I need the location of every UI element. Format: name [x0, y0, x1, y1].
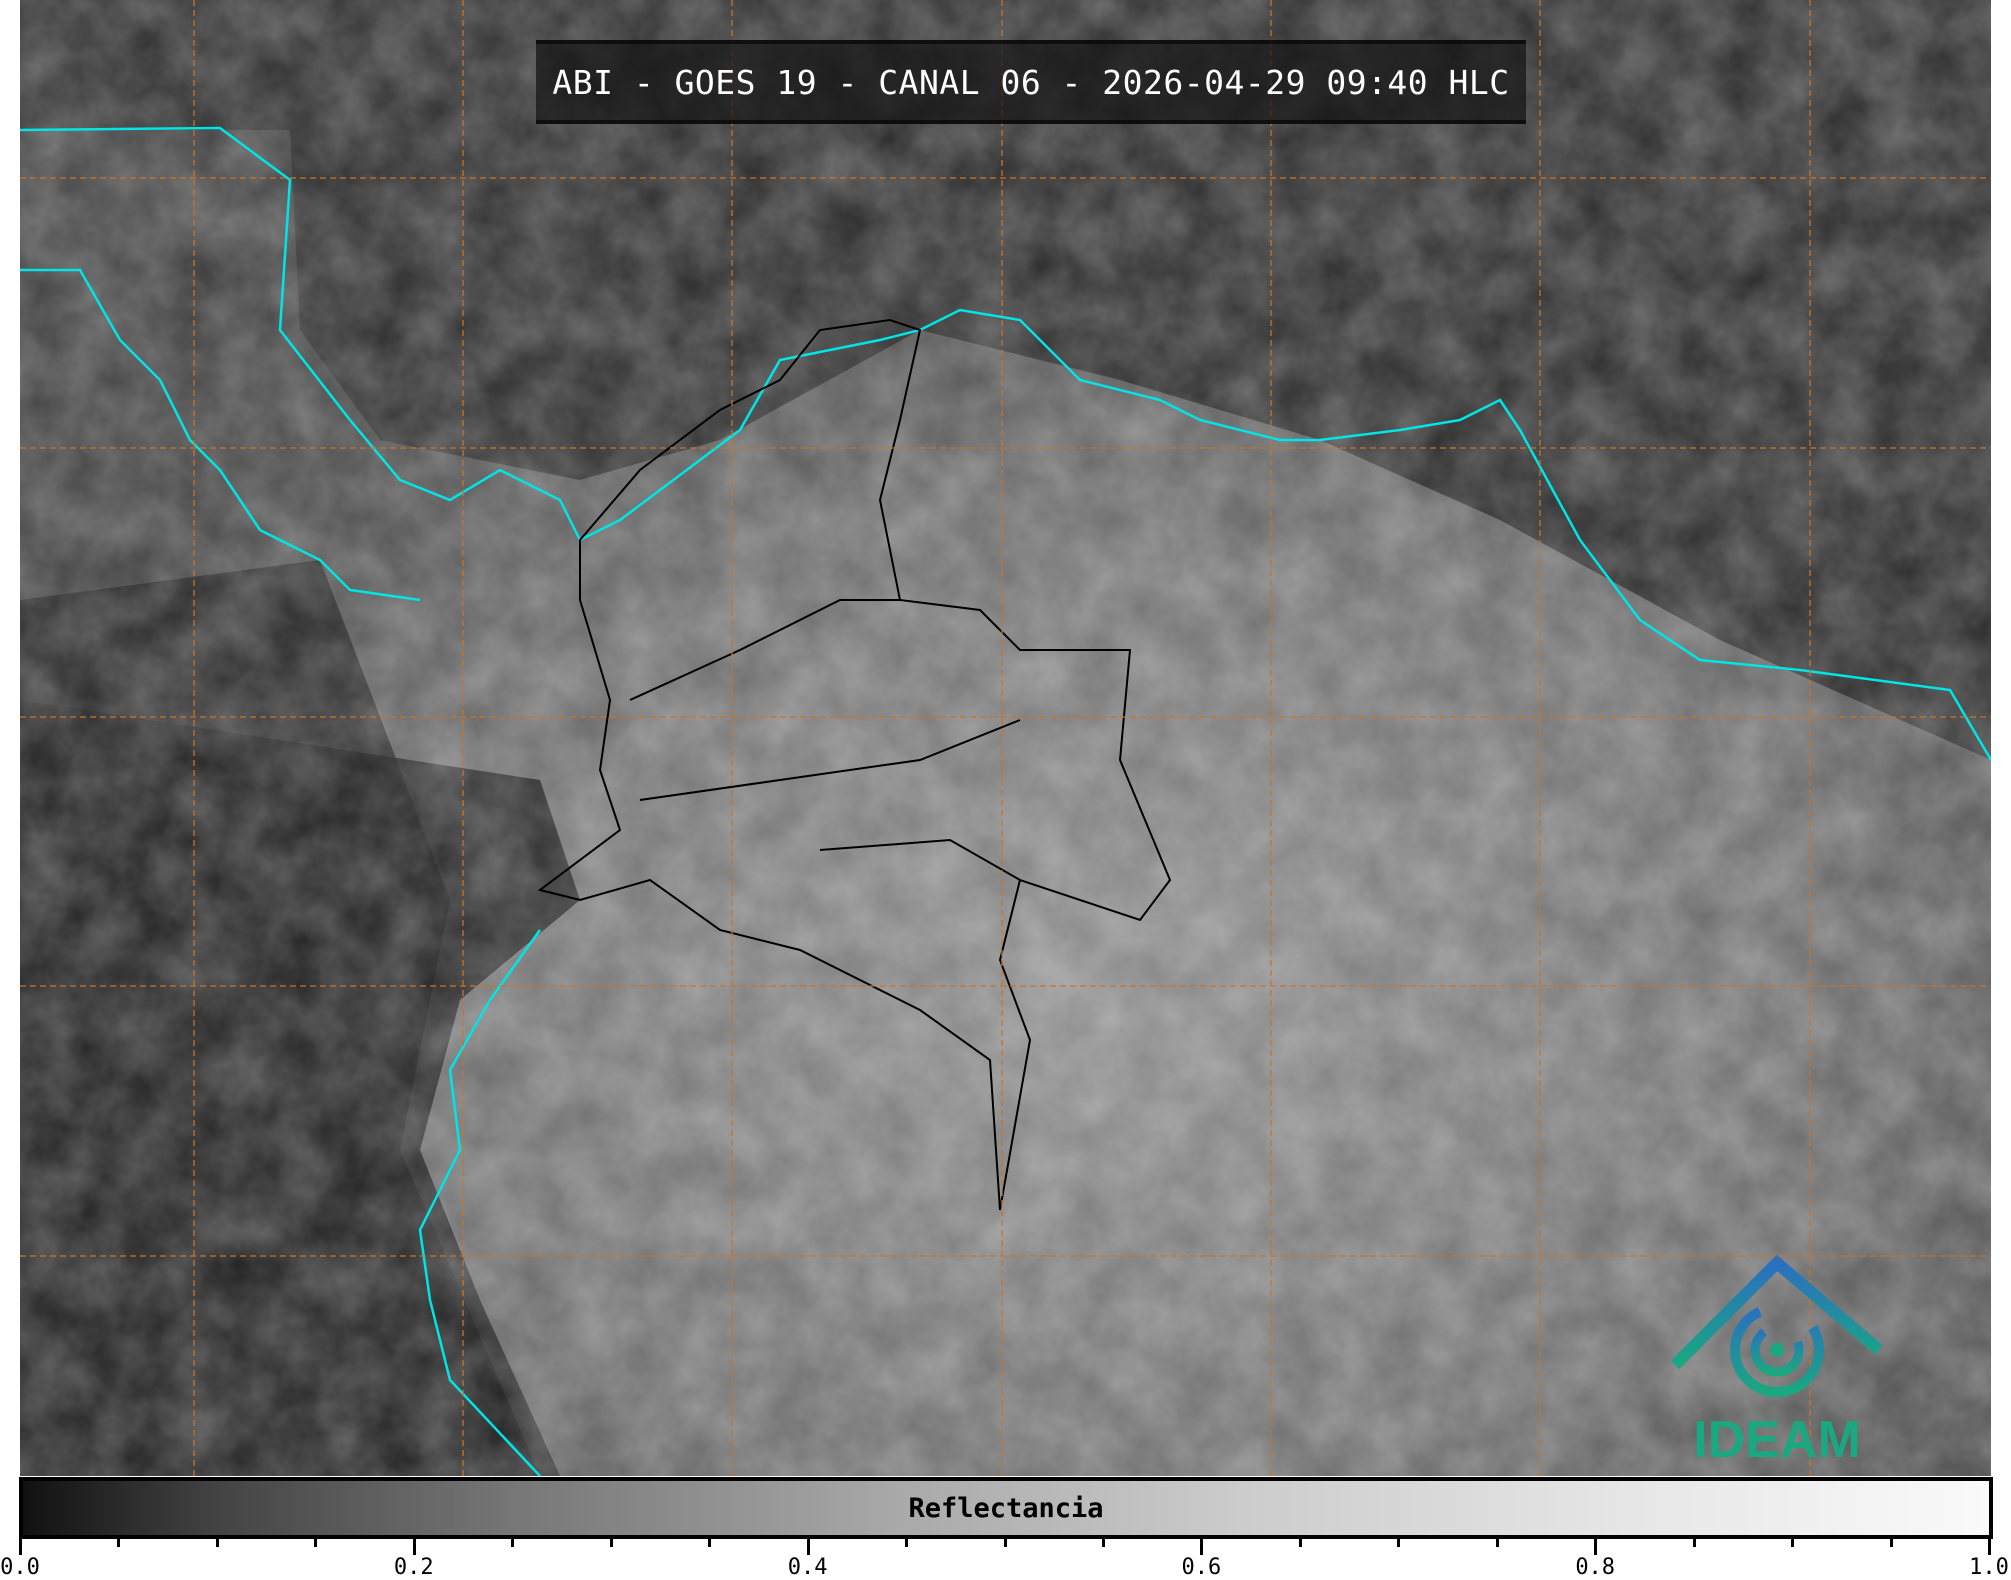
tick-label: 0.2: [393, 1555, 434, 1580]
colorbar-ticks: 0.0 0.2 0.4 0.6 0.8 1.0: [0, 1535, 2011, 1580]
major-tick: [412, 1535, 416, 1555]
title-text: ABI - GOES 19 - CANAL 06 - 2026-04-29 09…: [552, 62, 1510, 102]
major-tick: [1988, 1535, 1991, 1555]
ideam-logo: IDEAM: [1667, 1254, 1887, 1470]
minor-tick: [609, 1535, 613, 1547]
minor-tick: [117, 1535, 121, 1547]
tick-label: 1.0: [1969, 1555, 2009, 1580]
colorbar-label: Reflectancia: [908, 1492, 1104, 1524]
minor-tick: [1397, 1535, 1401, 1547]
coastline: [20, 126, 1991, 1476]
minor-tick: [1692, 1535, 1696, 1547]
map-title: ABI - GOES 19 - CANAL 06 - 2026-04-29 09…: [536, 40, 1526, 124]
ideam-logo-icon: [1670, 1254, 1883, 1397]
minor-tick: [1298, 1535, 1302, 1547]
minor-tick: [314, 1535, 318, 1547]
minor-tick: [708, 1535, 712, 1547]
tick-label: 0.8: [1575, 1555, 1616, 1580]
minor-tick: [1101, 1535, 1105, 1547]
cloud-texture: [20, 0, 1991, 1476]
colorbar: Reflectancia: [19, 1477, 1993, 1539]
minor-tick: [1889, 1535, 1893, 1547]
minor-tick: [1495, 1535, 1499, 1547]
tick-label: 0.0: [0, 1555, 40, 1580]
major-tick: [19, 1535, 22, 1555]
minor-tick: [1791, 1535, 1795, 1547]
country-borders: [537, 318, 1172, 1211]
minor-tick: [905, 1535, 909, 1547]
logo-text: IDEAM: [1693, 1411, 1861, 1469]
minor-tick: [511, 1535, 515, 1547]
gridlines: [20, 0, 1991, 1476]
satellite-map: [20, 0, 1991, 1476]
major-tick: [1200, 1535, 1204, 1555]
major-tick: [806, 1535, 810, 1555]
minor-tick: [1003, 1535, 1007, 1547]
tick-label: 0.4: [787, 1555, 828, 1580]
minor-tick: [215, 1535, 219, 1547]
tick-label: 0.6: [1181, 1555, 1222, 1580]
major-tick: [1594, 1535, 1598, 1555]
